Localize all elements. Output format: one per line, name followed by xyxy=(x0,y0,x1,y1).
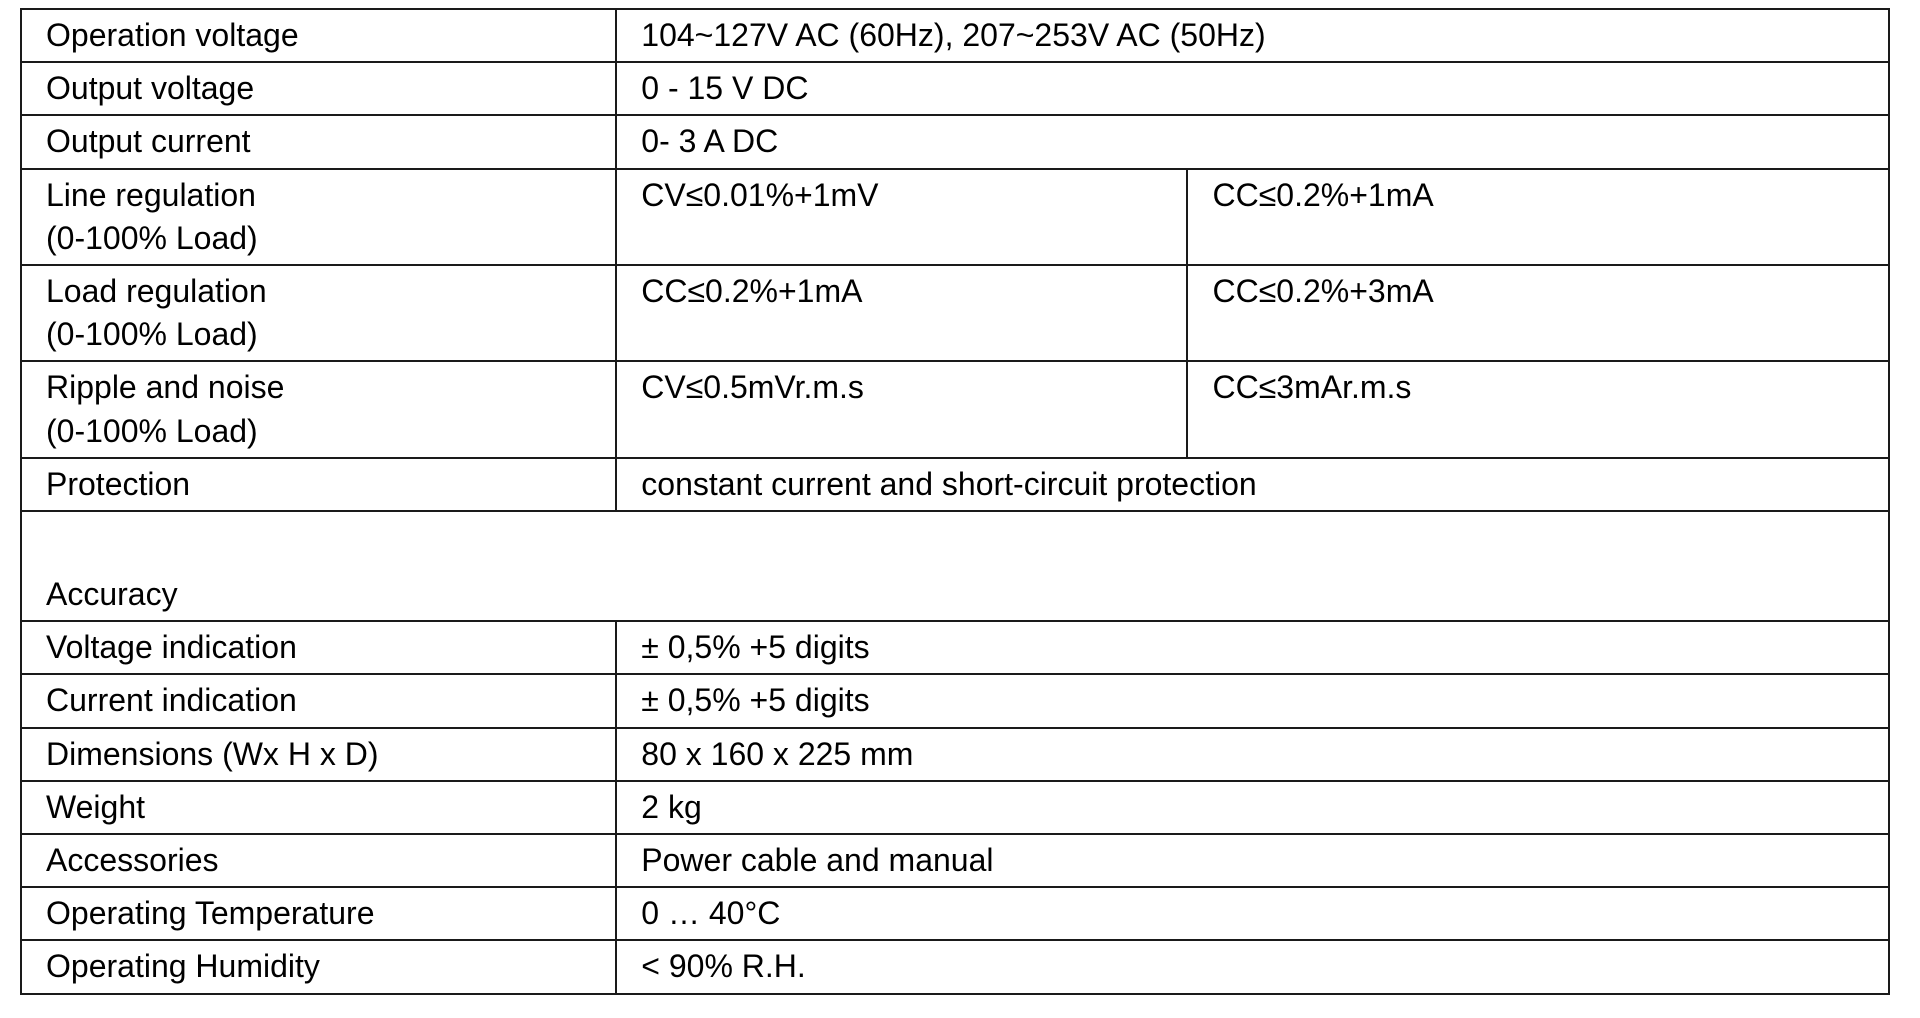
table-row: Operating Temperature 0 … 40°C xyxy=(21,887,1889,940)
spec-label: Output current xyxy=(21,115,616,168)
table-row: Current indication ± 0,5% +5 digits xyxy=(21,674,1889,727)
spec-value: ± 0,5% +5 digits xyxy=(616,621,1889,674)
spec-label: Operation voltage xyxy=(21,9,616,62)
section-header-row: Accuracy xyxy=(21,511,1889,621)
spec-value: 80 x 160 x 225 mm xyxy=(616,728,1889,781)
spec-value: 104~127V AC (60Hz), 207~253V AC (50Hz) xyxy=(616,9,1889,62)
table-row: Ripple and noise(0-100% Load) CV≤0.5mVr.… xyxy=(21,361,1889,457)
table-row: Operating Humidity < 90% R.H. xyxy=(21,940,1889,993)
spec-table-body: Operation voltage 104~127V AC (60Hz), 20… xyxy=(21,9,1889,994)
spec-value: ± 0,5% +5 digits xyxy=(616,674,1889,727)
spec-value-cc: CC≤3mAr.m.s xyxy=(1187,361,1889,457)
spec-value-cv: CV≤0.5mVr.m.s xyxy=(616,361,1187,457)
table-row: Dimensions (Wx H x D) 80 x 160 x 225 mm xyxy=(21,728,1889,781)
spec-value: 0 - 15 V DC xyxy=(616,62,1889,115)
spec-value: 0 … 40°C xyxy=(616,887,1889,940)
spec-value: constant current and short-circuit prote… xyxy=(616,458,1889,511)
section-header: Accuracy xyxy=(21,511,1889,621)
spec-label: Accessories xyxy=(21,834,616,887)
spec-value-cc: CC≤0.2%+3mA xyxy=(1187,265,1889,361)
table-row: Load regulation(0-100% Load) CC≤0.2%+1mA… xyxy=(21,265,1889,361)
spec-label: Voltage indication xyxy=(21,621,616,674)
spec-label: Ripple and noise(0-100% Load) xyxy=(21,361,616,457)
table-row: Accessories Power cable and manual xyxy=(21,834,1889,887)
spec-label: Protection xyxy=(21,458,616,511)
spec-label: Weight xyxy=(21,781,616,834)
spec-value-cv: CV≤0.01%+1mV xyxy=(616,169,1187,265)
spec-label: Output voltage xyxy=(21,62,616,115)
spec-value: 2 kg xyxy=(616,781,1889,834)
spec-label: Operating Humidity xyxy=(21,940,616,993)
table-row: Weight 2 kg xyxy=(21,781,1889,834)
spec-label: Dimensions (Wx H x D) xyxy=(21,728,616,781)
spec-label: Operating Temperature xyxy=(21,887,616,940)
table-row: Output current 0- 3 A DC xyxy=(21,115,1889,168)
table-row: Voltage indication ± 0,5% +5 digits xyxy=(21,621,1889,674)
spec-value: Power cable and manual xyxy=(616,834,1889,887)
spec-value: < 90% R.H. xyxy=(616,940,1889,993)
table-row: Output voltage 0 - 15 V DC xyxy=(21,62,1889,115)
spec-label: Line regulation(0-100% Load) xyxy=(21,169,616,265)
table-row: Line regulation(0-100% Load) CV≤0.01%+1m… xyxy=(21,169,1889,265)
table-row: Operation voltage 104~127V AC (60Hz), 20… xyxy=(21,9,1889,62)
spec-value-cc: CC≤0.2%+1mA xyxy=(1187,169,1889,265)
spec-value-cv: CC≤0.2%+1mA xyxy=(616,265,1187,361)
spec-table: Operation voltage 104~127V AC (60Hz), 20… xyxy=(20,8,1890,995)
spec-label: Load regulation(0-100% Load) xyxy=(21,265,616,361)
spec-label: Current indication xyxy=(21,674,616,727)
section-header-label: Accuracy xyxy=(46,576,178,612)
table-row: Protection constant current and short-ci… xyxy=(21,458,1889,511)
spec-value: 0- 3 A DC xyxy=(616,115,1889,168)
